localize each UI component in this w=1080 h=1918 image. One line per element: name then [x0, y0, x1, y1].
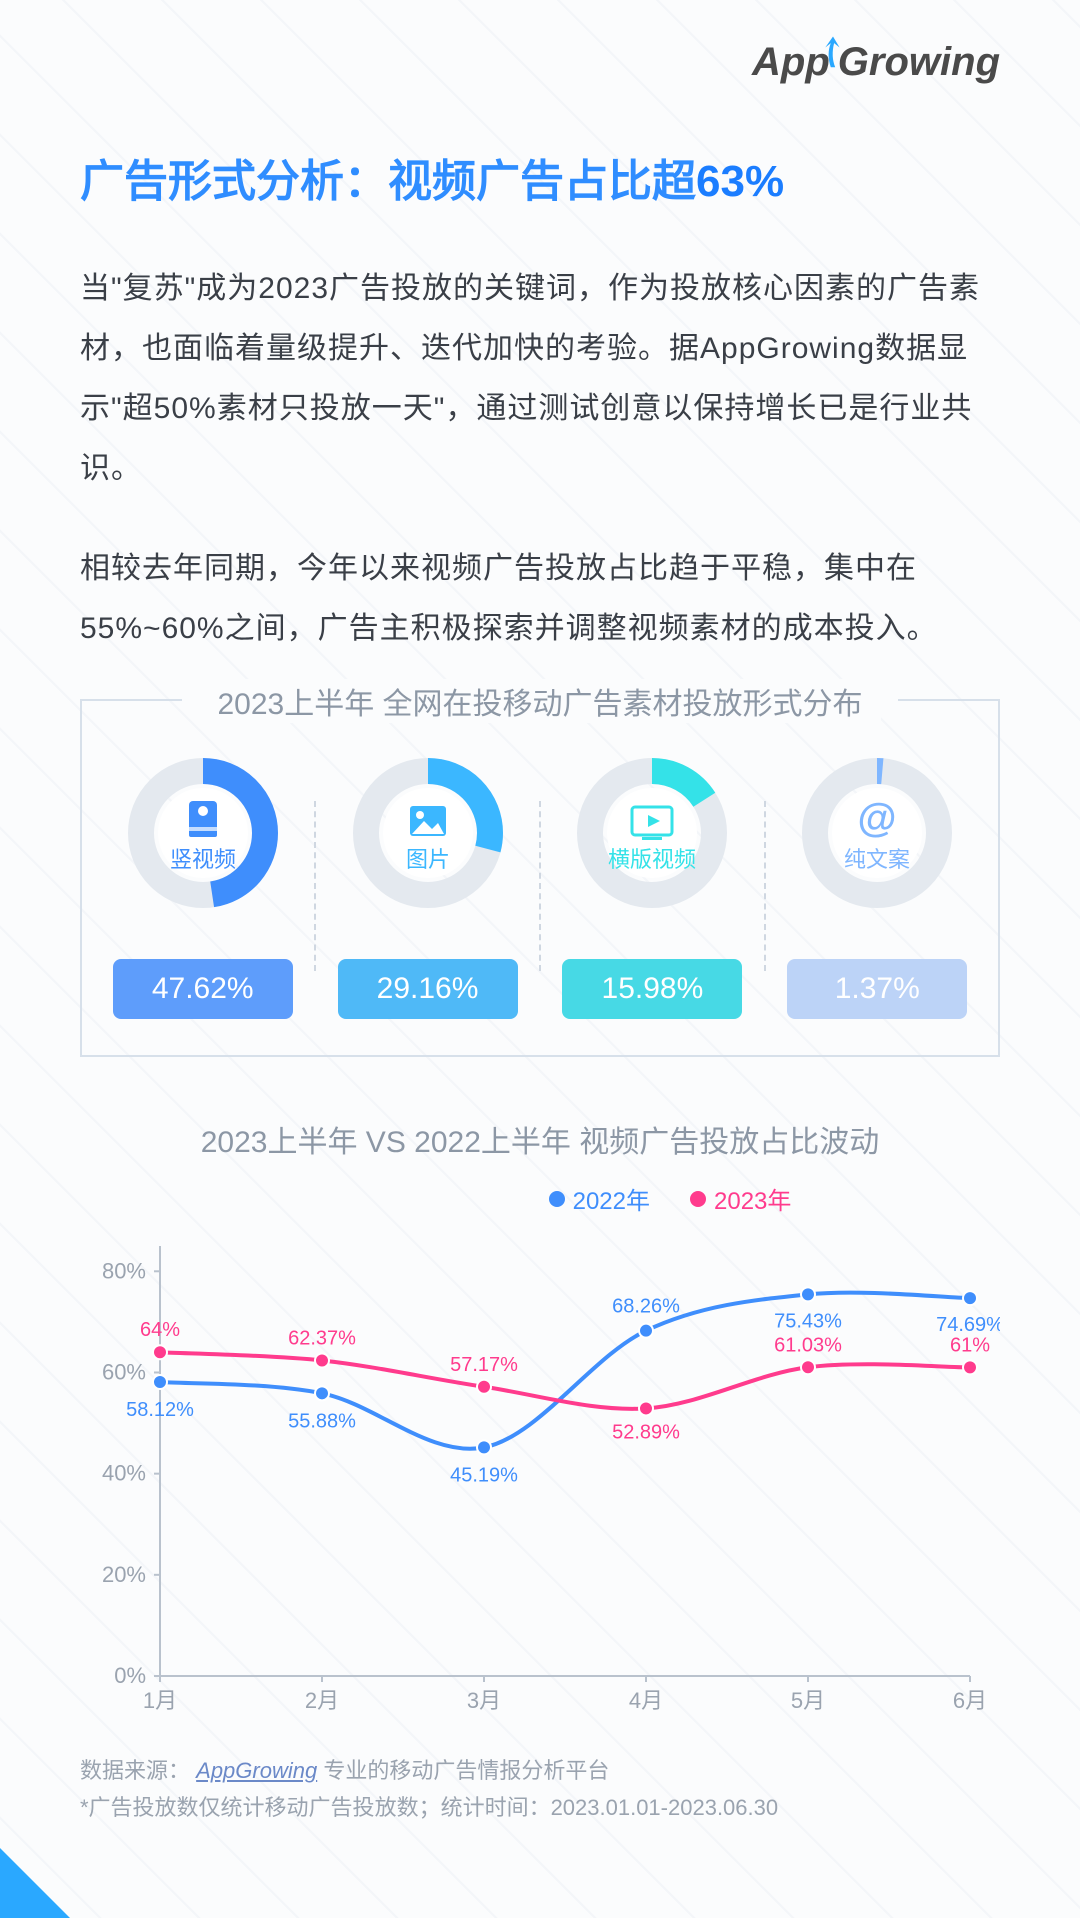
donut-ring-icon: 竖视频 [113, 743, 293, 923]
svg-text:@: @ [858, 796, 897, 840]
pct-pill: 47.62% [113, 959, 293, 1019]
pct-pill: 29.16% [338, 959, 518, 1019]
corner-accent [0, 1848, 70, 1918]
page-title: 广告形式分析：视频广告占比超63% [80, 145, 1000, 209]
donut-ring-icon: @ 纯文案 [787, 743, 967, 923]
svg-text:64%: 64% [140, 1319, 180, 1341]
line-chart-section: 2023上半年 VS 2022上半年 视频广告投放占比波动 2022年2023年… [80, 1117, 1000, 1726]
svg-text:6月: 6月 [953, 1688, 987, 1713]
svg-text:68.26%: 68.26% [612, 1296, 680, 1318]
svg-text:61%: 61% [950, 1334, 990, 1356]
format-distribution-panel: 2023上半年 全网在投移动广告素材投放形式分布 竖视频 47.62% 图片 2… [80, 699, 1000, 1057]
svg-text:横版视频: 横版视频 [608, 847, 696, 872]
footer-link[interactable]: AppGrowing [196, 1758, 317, 1783]
svg-text:52.89%: 52.89% [612, 1421, 680, 1443]
svg-text:纯文案: 纯文案 [844, 847, 910, 872]
svg-text:61.03%: 61.03% [774, 1334, 842, 1356]
svg-text:57.17%: 57.17% [450, 1354, 518, 1376]
svg-text:图片: 图片 [406, 847, 450, 872]
svg-text:75.43%: 75.43% [774, 1310, 842, 1332]
svg-text:5月: 5月 [791, 1688, 825, 1713]
footer-source: 数据来源： AppGrowing 专业的移动广告情报分析平台 *广告投放数仅统计… [80, 1752, 1000, 1827]
svg-text:3月: 3月 [467, 1688, 501, 1713]
svg-text:45.19%: 45.19% [450, 1464, 518, 1486]
svg-text:竖视频: 竖视频 [170, 847, 236, 872]
svg-text:74.69%: 74.69% [936, 1314, 1000, 1336]
brand-text-a: App [752, 40, 830, 85]
svg-text:1月: 1月 [143, 1688, 177, 1713]
svg-text:0%: 0% [114, 1663, 146, 1688]
line-chart-svg: 0% 20% 40% 60% 80% 1月 2月 3月 4月 5月 6月 58.12% 55.88% 45… [80, 1226, 1000, 1726]
brand-logo: App Growing [80, 40, 1000, 85]
svg-text:20%: 20% [102, 1562, 146, 1587]
donut-vvideo: 竖视频 47.62% [113, 743, 293, 1019]
pct-pill: 15.98% [562, 959, 742, 1019]
svg-text:40%: 40% [102, 1461, 146, 1486]
brand-text-b: rowing [869, 40, 1000, 85]
svg-text:58.12%: 58.12% [126, 1399, 194, 1421]
donut-ring-icon: 横版视频 [562, 743, 742, 923]
panel-title: 2023上半年 全网在投移动广告素材投放形式分布 [199, 679, 880, 723]
svg-text:55.88%: 55.88% [288, 1410, 356, 1432]
donut-hvideo: 横版视频 15.98% [562, 743, 742, 1019]
svg-text:60%: 60% [102, 1359, 146, 1384]
svg-text:2月: 2月 [305, 1688, 339, 1713]
svg-text:62.37%: 62.37% [288, 1327, 356, 1349]
svg-text:4月: 4月 [629, 1688, 663, 1713]
line-chart-legend: 2022年2023年 [340, 1181, 1000, 1216]
donut-ring-icon: 图片 [338, 743, 518, 923]
pct-pill: 1.37% [787, 959, 967, 1019]
svg-text:80%: 80% [102, 1258, 146, 1283]
line-chart-title: 2023上半年 VS 2022上半年 视频广告投放占比波动 [80, 1117, 1000, 1161]
donut-at: @ 纯文案 1.37% [787, 743, 967, 1019]
donut-image: 图片 29.16% [338, 743, 518, 1019]
paragraph-1: 当"复苏"成为2023广告投放的关键词，作为投放核心因素的广告素材，也面临着量级… [80, 259, 1000, 499]
paragraph-2: 相较去年同期，今年以来视频广告投放占比趋于平稳，集中在55%~60%之间，广告主… [80, 539, 1000, 659]
